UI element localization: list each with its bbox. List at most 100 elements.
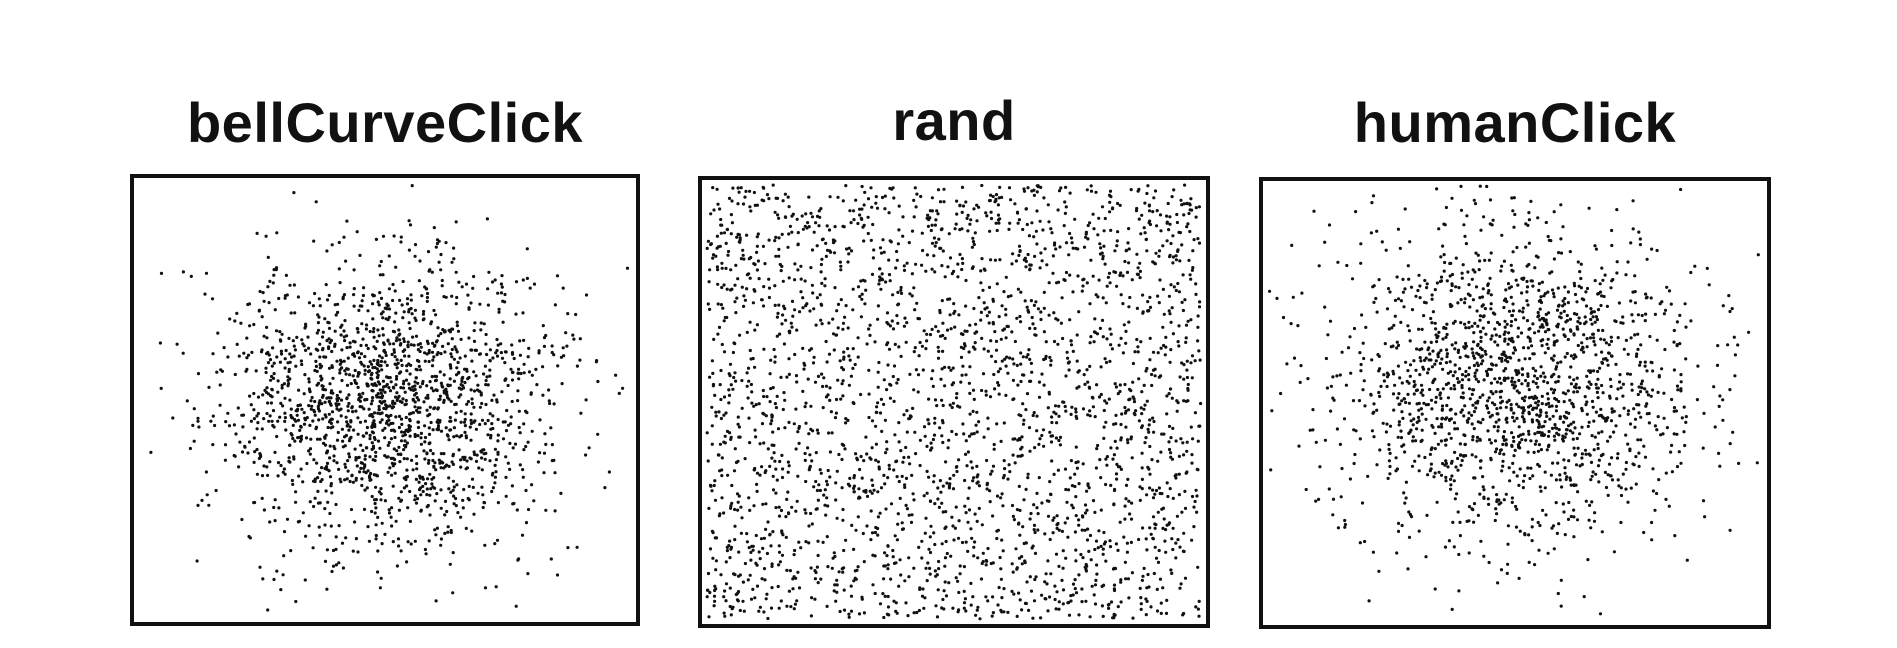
scatter-point bbox=[1656, 390, 1660, 394]
scatter-point bbox=[887, 347, 892, 351]
scatter-point bbox=[432, 407, 436, 411]
scatter-point bbox=[731, 350, 735, 355]
scatter-point bbox=[459, 515, 463, 519]
scatter-point bbox=[996, 203, 1000, 207]
scatter-point bbox=[1139, 406, 1143, 410]
scatter-point bbox=[1109, 446, 1113, 450]
scatter-point bbox=[223, 443, 228, 447]
scatter-point bbox=[405, 484, 409, 488]
scatter-point bbox=[1046, 609, 1050, 613]
scatter-point bbox=[898, 496, 902, 500]
scatter-point bbox=[1130, 456, 1134, 460]
scatter-point bbox=[1029, 299, 1033, 303]
scatter-point bbox=[1043, 247, 1047, 251]
scatter-point bbox=[1112, 453, 1116, 457]
scatter-point bbox=[308, 500, 312, 504]
scatter-point bbox=[455, 366, 459, 370]
scatter-point bbox=[478, 352, 482, 356]
scatter-point bbox=[943, 556, 948, 560]
scatter-point bbox=[1196, 339, 1200, 343]
scatter-point bbox=[417, 364, 421, 368]
scatter-point bbox=[431, 389, 435, 393]
scatter-point bbox=[432, 344, 436, 348]
scatter-point bbox=[1089, 189, 1094, 193]
scatter-point bbox=[1614, 362, 1618, 366]
scatter-point bbox=[1063, 278, 1067, 282]
scatter-point bbox=[737, 550, 741, 554]
scatter-point bbox=[1156, 294, 1160, 298]
scatter-point bbox=[1040, 433, 1044, 438]
scatter-point bbox=[905, 321, 909, 325]
scatter-point bbox=[1096, 443, 1100, 448]
scatter-point bbox=[795, 599, 799, 603]
scatter-point bbox=[718, 442, 722, 446]
scatter-point bbox=[1637, 230, 1641, 234]
scatter-point bbox=[392, 234, 396, 238]
scatter-point bbox=[1103, 357, 1107, 361]
scatter-point bbox=[427, 269, 431, 273]
scatter-point bbox=[552, 402, 556, 406]
scatter-point bbox=[1069, 412, 1073, 416]
scatter-point bbox=[346, 409, 350, 413]
scatter-point bbox=[780, 529, 784, 533]
scatter-point bbox=[522, 422, 526, 426]
scatter-point bbox=[882, 250, 886, 254]
scatter-point bbox=[969, 218, 973, 222]
scatter-point bbox=[378, 264, 382, 268]
scatter-point bbox=[1055, 421, 1059, 425]
scatter-point bbox=[1086, 237, 1090, 241]
scatter-point bbox=[847, 383, 851, 387]
scatter-point bbox=[1066, 535, 1070, 539]
scatter-point bbox=[1026, 472, 1030, 476]
scatter-point bbox=[1142, 407, 1146, 411]
scatter-point bbox=[361, 391, 365, 395]
scatter-point bbox=[337, 267, 341, 271]
scatter-point bbox=[775, 394, 779, 398]
scatter-point bbox=[488, 459, 492, 463]
scatter-point bbox=[1157, 486, 1161, 490]
scatter-point bbox=[341, 439, 345, 443]
scatter-point bbox=[1494, 420, 1498, 424]
scatter-point bbox=[446, 342, 450, 346]
scatter-point bbox=[211, 414, 215, 418]
scatter-point bbox=[1467, 387, 1472, 391]
scatter-point bbox=[500, 390, 504, 394]
scatter-point bbox=[804, 511, 808, 515]
scatter-point bbox=[1343, 518, 1347, 523]
scatter-point bbox=[1424, 356, 1428, 360]
scatter-point bbox=[345, 477, 349, 481]
scatter-point bbox=[469, 457, 473, 461]
scatter-point bbox=[1611, 277, 1615, 282]
scatter-point bbox=[1468, 305, 1472, 309]
scatter-point bbox=[493, 447, 497, 451]
scatter-point bbox=[358, 253, 362, 257]
scatter-point bbox=[415, 368, 419, 372]
scatter-point bbox=[1151, 515, 1156, 519]
scatter-point bbox=[982, 347, 986, 351]
scatter-point bbox=[387, 423, 391, 427]
scatter-point bbox=[1572, 508, 1576, 512]
scatter-point bbox=[1035, 190, 1039, 194]
scatter-point bbox=[522, 448, 526, 452]
scatter-point bbox=[1431, 349, 1435, 353]
scatter-point bbox=[1154, 556, 1159, 560]
scatter-point bbox=[440, 384, 444, 388]
scatter-point bbox=[770, 419, 774, 423]
scatter-point bbox=[411, 335, 415, 339]
scatter-point bbox=[1502, 498, 1506, 502]
scatter-point bbox=[371, 415, 375, 419]
scatter-point bbox=[1185, 449, 1189, 453]
scatter-point bbox=[796, 570, 800, 574]
scatter-point bbox=[781, 313, 785, 317]
scatter-point bbox=[496, 433, 500, 437]
scatter-point bbox=[296, 404, 300, 408]
scatter-point bbox=[1500, 233, 1504, 237]
scatter-point bbox=[406, 506, 410, 510]
scatter-point bbox=[1070, 503, 1074, 507]
scatter-point bbox=[960, 227, 964, 231]
scatter-point bbox=[787, 232, 791, 236]
scatter-point bbox=[738, 333, 742, 337]
scatter-point bbox=[617, 391, 621, 395]
scatter-point bbox=[398, 298, 402, 302]
scatter-point bbox=[494, 585, 498, 589]
